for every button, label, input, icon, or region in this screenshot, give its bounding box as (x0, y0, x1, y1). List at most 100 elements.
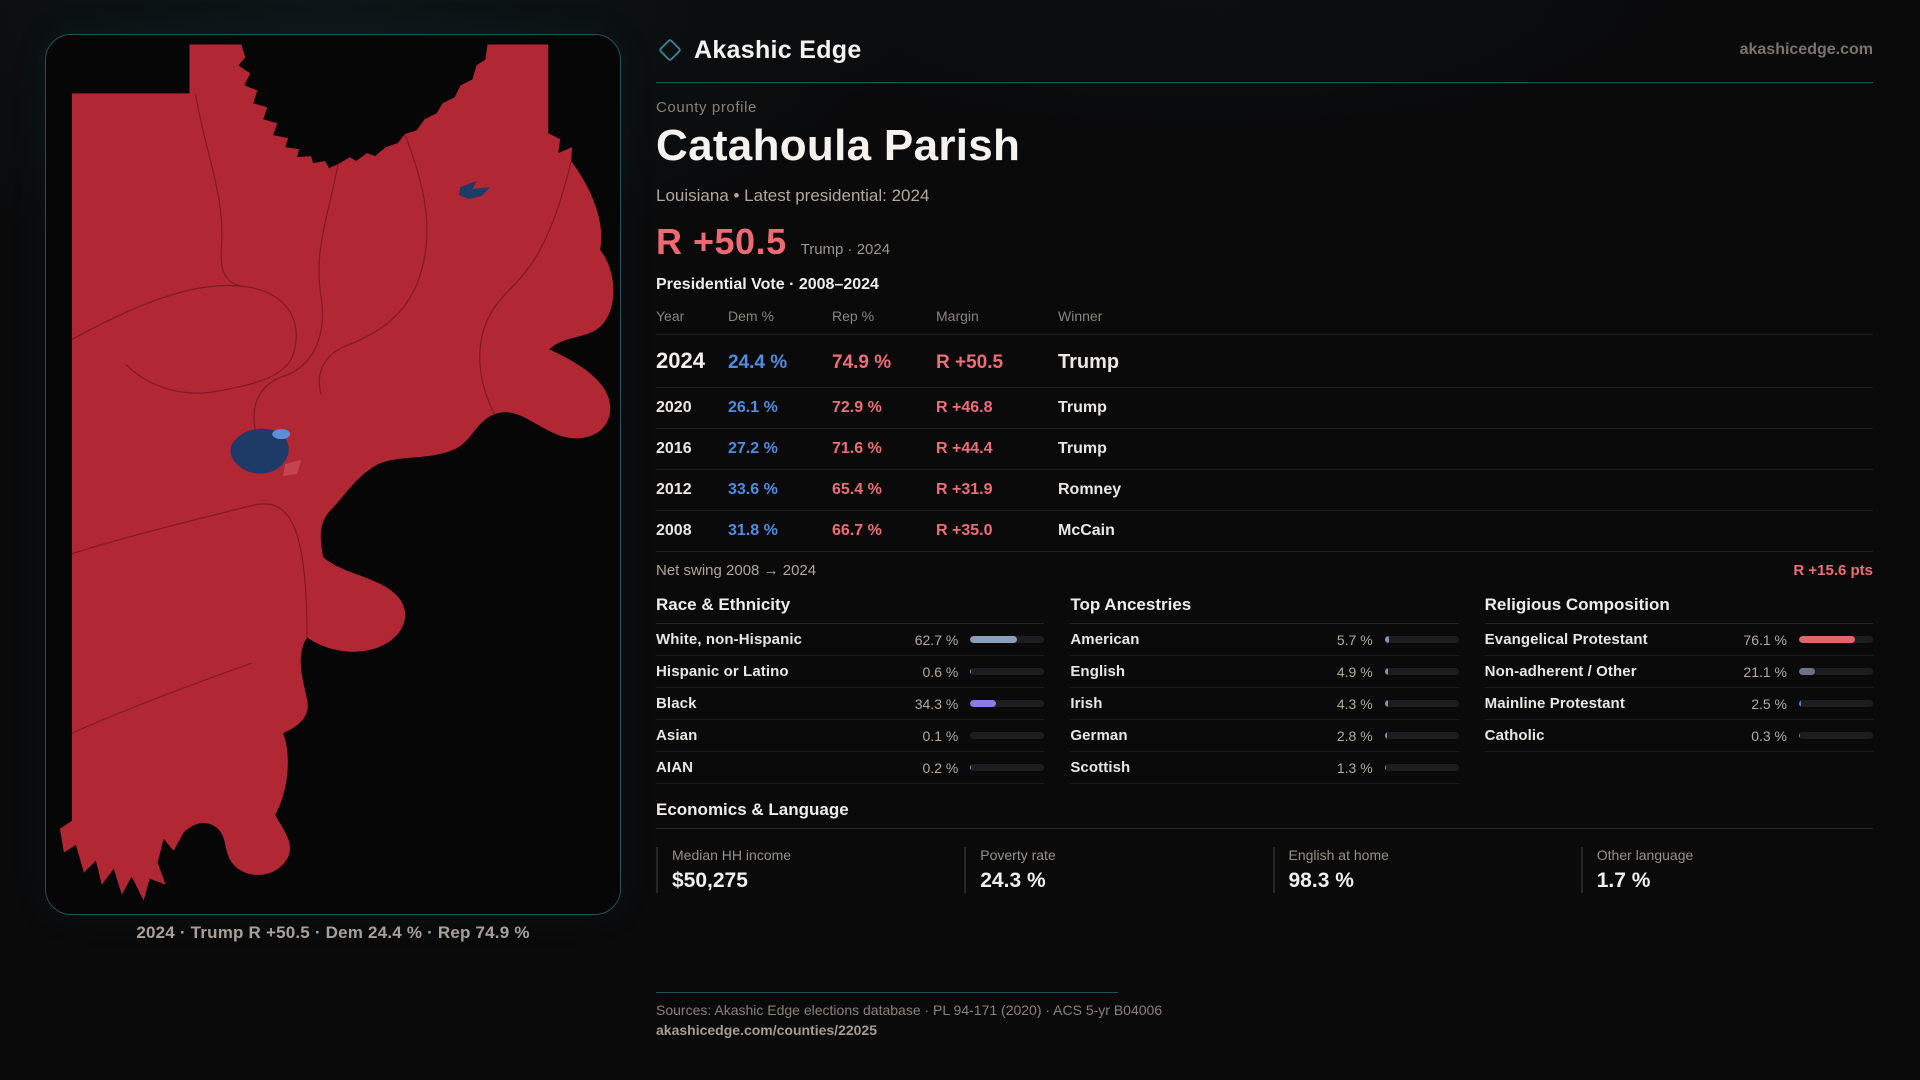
stat-bar (970, 668, 1045, 675)
stat-row: German 2.8 % (1070, 720, 1459, 752)
vote-row-2008: 2008 31.8 % 66.7 % R +35.0 McCain (656, 511, 1873, 552)
vote-table-title: Presidential Vote · 2008–2024 (656, 276, 879, 293)
headline-margin-context: Trump · 2024 (800, 241, 891, 258)
stat-row: Non-adherent / Other 21.1 % (1484, 656, 1873, 688)
stat-card: English at home 98.3 % (1272, 847, 1565, 893)
stat-value: 0.6 % (922, 663, 959, 680)
demographic-sections: Race & Ethnicity White, non-Hispanic 62.7… (656, 595, 1873, 784)
brand-domain-link[interactable]: akashicedge.com (1739, 41, 1873, 58)
vote-dem-pct: 31.8 % (728, 522, 778, 539)
stat-label: Irish (1070, 695, 1103, 712)
sources-text: Sources: Akashic Edge elections database… (656, 1002, 1163, 1018)
vote-rep-pct: 74.9 % (832, 352, 892, 373)
stat-label: Black (656, 695, 697, 712)
stat-bar (1384, 636, 1459, 643)
vote-margin: R +46.8 (936, 399, 993, 416)
stat-row: Catholic 0.3 % (1484, 720, 1873, 752)
stat-bar (1384, 668, 1459, 675)
vote-margin: R +50.5 (936, 352, 1004, 373)
stat-bar-fill (1384, 732, 1387, 739)
vote-margin: R +44.4 (936, 440, 993, 457)
diamond-logo-icon (659, 39, 681, 61)
section-title: Top Ancestries (1070, 595, 1459, 624)
section-race-ethnicity: Race & Ethnicity White, non-Hispanic 62.7… (656, 595, 1045, 784)
stat-bar (1799, 636, 1873, 643)
brand-name: Akashic Edge (694, 35, 862, 64)
stat-value: 62.7 % (914, 631, 959, 648)
vote-winner: Trump (1058, 399, 1107, 416)
stat-card-value: 1.7 % (1596, 869, 1651, 892)
page-subtitle: Louisiana • Latest presidential: 2024 (656, 186, 930, 205)
stat-value: 5.7 % (1336, 631, 1373, 648)
stat-row: Scottish 1.3 % (1070, 752, 1459, 784)
stat-value: 21.1 % (1743, 663, 1787, 680)
parish-shape-red (59, 44, 614, 901)
col-dem: Dem % (728, 308, 774, 324)
stat-row: Hispanic or Latino 0.6 % (656, 656, 1045, 688)
stat-bar-fill (1799, 700, 1801, 707)
stat-row: AIAN 0.2 % (656, 752, 1045, 784)
col-year: Year (656, 308, 685, 324)
precinct-lightblue-center (272, 429, 291, 440)
headline-margin-value: R +50.5 (656, 221, 787, 262)
stat-card-value: $50,275 (672, 869, 748, 892)
stat-bar-fill (970, 636, 1017, 643)
stat-label: German (1070, 727, 1128, 744)
vote-year: 2020 (656, 399, 692, 416)
vote-rep-pct: 71.6 % (832, 440, 882, 457)
stat-bar (1384, 700, 1459, 707)
vote-winner: Trump (1058, 351, 1120, 373)
stat-card-label: Poverty rate (980, 847, 1056, 863)
stat-card-value: 98.3 % (1288, 869, 1354, 892)
county-map (59, 44, 614, 901)
section-rows: American 5.7 % English 4.9 % Irish 4.3 % Germa… (1070, 624, 1459, 784)
stat-bar (970, 764, 1045, 771)
stat-value: 1.3 % (1336, 759, 1373, 776)
section-top-ancestries: Top Ancestries American 5.7 % English 4.9 %… (1070, 595, 1459, 784)
vote-year: 2008 (656, 522, 692, 539)
stat-row: English 4.9 % (1070, 656, 1459, 688)
stat-card: Poverty rate 24.3 % (964, 847, 1256, 893)
stat-bar (970, 700, 1045, 707)
stat-row: Evangelical Protestant 76.1 % (1484, 624, 1873, 656)
vote-rep-pct: 72.9 % (832, 399, 882, 416)
net-swing-value: R +15.6 pts (1793, 562, 1873, 579)
stat-label: Mainline Protestant (1484, 695, 1625, 712)
stat-bar (1384, 732, 1459, 739)
stat-value: 0.2 % (922, 759, 959, 776)
section-title: Race & Ethnicity (656, 595, 1045, 624)
stat-value: 76.1 % (1743, 631, 1787, 648)
stat-value: 4.3 % (1336, 695, 1373, 712)
col-winner: Winner (1058, 308, 1103, 324)
economics-stats: Median HH income $50,275 Poverty rate 24.3 … (656, 847, 1873, 893)
stat-label: Non-adherent / Other (1484, 663, 1637, 680)
stat-card: Median HH income $50,275 (656, 847, 948, 893)
vote-year: 2024 (656, 348, 705, 373)
vote-dem-pct: 24.4 % (728, 352, 788, 373)
col-margin: Margin (936, 308, 979, 324)
section-title: Religious Composition (1484, 595, 1873, 624)
county-profile-report: Akashic Edge akashicedge.com County prof… (656, 0, 1873, 1040)
stat-label: Evangelical Protestant (1484, 631, 1648, 648)
stat-card-label: Median HH income (672, 847, 792, 863)
permalink[interactable]: akashicedge.com/counties/22025 (656, 1022, 877, 1038)
header: Akashic Edge akashicedge.com (656, 34, 1873, 66)
vote-winner: McCain (1058, 522, 1115, 539)
precinct-boundaries (71, 93, 572, 734)
section-rows: Evangelical Protestant 76.1 % Non-adherent… (1484, 624, 1873, 752)
economics-section-title: Economics & Language (656, 800, 1873, 829)
stat-bar-fill (1384, 764, 1386, 771)
stat-row: American 5.7 % (1070, 624, 1459, 656)
header-divider (656, 82, 1873, 83)
vote-year: 2016 (656, 440, 692, 457)
stat-row: White, non-Hispanic 62.7 % (656, 624, 1045, 656)
stat-bar (1799, 668, 1873, 675)
net-swing-label: Net swing 2008 → 2024 (656, 562, 817, 579)
precinct-blue-center (230, 428, 289, 474)
stat-card-label: English at home (1288, 847, 1389, 863)
section-religious-composition: Religious Composition Evangelical Protes… (1484, 595, 1873, 784)
stat-label: Catholic (1484, 727, 1545, 744)
stat-value: 2.8 % (1336, 727, 1373, 744)
vote-margin: R +35.0 (936, 522, 993, 539)
stat-bar-fill (1384, 700, 1388, 707)
